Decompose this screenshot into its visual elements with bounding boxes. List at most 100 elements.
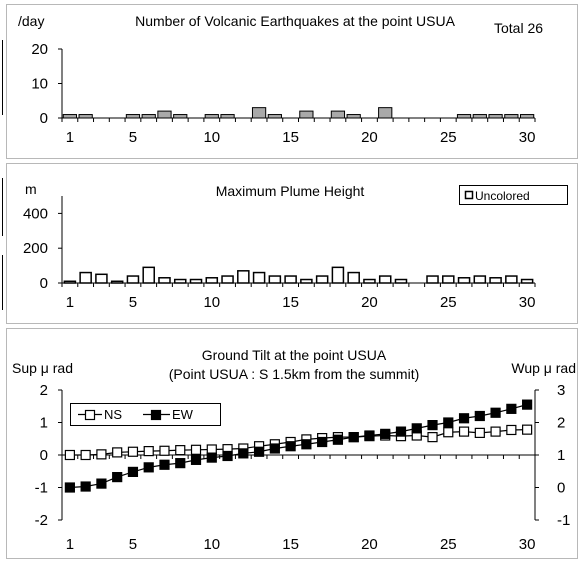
chart-title: Number of Volcanic Earthquakes at the po… (135, 13, 456, 29)
plume-height-bar (347, 271, 360, 284)
plume-height-bar (142, 266, 155, 284)
data-point-ew (127, 466, 139, 477)
x-tick-label: 10 (203, 536, 220, 553)
data-point-ns (112, 447, 123, 458)
y-tick-label: 200 (23, 240, 48, 257)
data-point-ew (474, 410, 485, 422)
earthquake-bar (330, 110, 346, 119)
y2-tick-label: 0 (557, 480, 565, 497)
data-point-ew (238, 448, 249, 459)
y-tick-label: 20 (31, 41, 48, 58)
earthquake-bar (488, 114, 503, 119)
plume-height-bar (63, 280, 77, 284)
legend-entry-label: Uncolored (475, 189, 530, 203)
y-axis-label: /day (18, 13, 44, 29)
plume-height-chart: Maximum Plume Height m Uncolored 0 200 400… (23, 181, 568, 311)
data-point-ns (143, 446, 154, 457)
earthquake-chart: Number of Volcanic Earthquakes at the po… (18, 13, 543, 146)
plume-height-bar (221, 275, 234, 284)
data-point-ns (64, 449, 75, 461)
x-tick-label: 15 (282, 294, 299, 311)
plume-height-bar (520, 278, 534, 284)
y-tick-label: -1 (35, 480, 48, 497)
data-point-ew (364, 430, 375, 441)
plume-height-bar (378, 275, 392, 284)
x-tick-label: 20 (361, 536, 378, 553)
y-tick-label: 400 (23, 205, 48, 222)
data-point-ns (427, 432, 438, 443)
plume-height-bar (489, 277, 502, 284)
x-tick-label: 10 (203, 129, 220, 146)
data-point-ns (490, 426, 501, 437)
earthquake-bar (220, 114, 235, 119)
earthquake-bar (78, 114, 93, 119)
data-point-ns (190, 444, 202, 455)
plume-height-bar (473, 275, 487, 284)
x-tick-label: 5 (129, 129, 137, 146)
earthquake-bar (504, 114, 519, 119)
x-tick-label: 1 (66, 294, 74, 311)
y-tick-label: 10 (31, 76, 48, 93)
earthquake-bar (251, 107, 267, 119)
data-point-ns (127, 446, 139, 457)
plume-height-bar (110, 280, 124, 284)
x-tick-label: 25 (440, 294, 457, 311)
data-point-ew (506, 403, 517, 414)
plume-height-bar (126, 275, 140, 284)
chart-subtitle: (Point USUA : S 1.5km from the summit) (169, 366, 420, 382)
data-point-ns (96, 449, 107, 460)
chart-title: Maximum Plume Height (216, 183, 365, 199)
data-point-ew (458, 413, 470, 424)
data-point-ew (380, 428, 391, 439)
data-point-ew (96, 478, 107, 489)
plume-height-bar (252, 271, 266, 284)
plume-height-bar (426, 275, 439, 284)
earthquake-bar (141, 114, 156, 119)
data-point-ew (411, 423, 422, 434)
data-point-ew (348, 432, 359, 443)
plume-height-bar (95, 273, 108, 284)
x-tick-label: 20 (361, 129, 378, 146)
earthquake-bar (125, 114, 141, 119)
y2-tick-label: -1 (557, 512, 570, 529)
total-label: Total 26 (494, 20, 543, 36)
earthquake-bar (173, 114, 188, 119)
plume-height-bar (300, 278, 313, 284)
x-tick-label: 30 (519, 129, 536, 146)
plume-height-bar (363, 278, 376, 284)
data-point-ew (206, 452, 217, 463)
data-point-ns (506, 424, 517, 436)
y-tick-label: 1 (40, 415, 48, 432)
plume-height-bar (158, 277, 171, 284)
x-tick-label: 25 (440, 129, 457, 146)
earthquake-bar (157, 110, 172, 119)
series-line-ns (69, 429, 528, 456)
data-point-ew (222, 450, 233, 462)
y-tick-label: 0 (40, 275, 48, 292)
data-point-ew (317, 436, 328, 448)
earthquake-bar (472, 114, 487, 119)
data-point-ew (395, 426, 407, 437)
data-point-ns (443, 427, 454, 438)
plume-height-bar (457, 277, 471, 284)
plume-height-bar (284, 275, 297, 284)
plume-height-bar (505, 275, 518, 284)
data-point-ew (190, 454, 202, 465)
data-point-ns (80, 449, 91, 461)
plume-height-bar (268, 275, 282, 284)
data-point-ew (443, 417, 454, 428)
earthquake-bar (346, 114, 361, 119)
legend-box (459, 185, 568, 205)
plume-height-bar (394, 278, 408, 284)
y-axis-label: m (25, 181, 37, 197)
x-tick-label: 20 (361, 294, 378, 311)
y2-tick-label: 2 (557, 415, 565, 432)
earthquake-bar (456, 114, 472, 119)
y-axis-label-right: Wup μ rad (511, 360, 576, 376)
x-tick-label: 15 (282, 536, 299, 553)
panel-plume-border (6, 163, 578, 324)
y-tick-label: 2 (40, 382, 48, 399)
x-tick-label: 30 (519, 294, 536, 311)
data-point-ew (332, 434, 344, 445)
